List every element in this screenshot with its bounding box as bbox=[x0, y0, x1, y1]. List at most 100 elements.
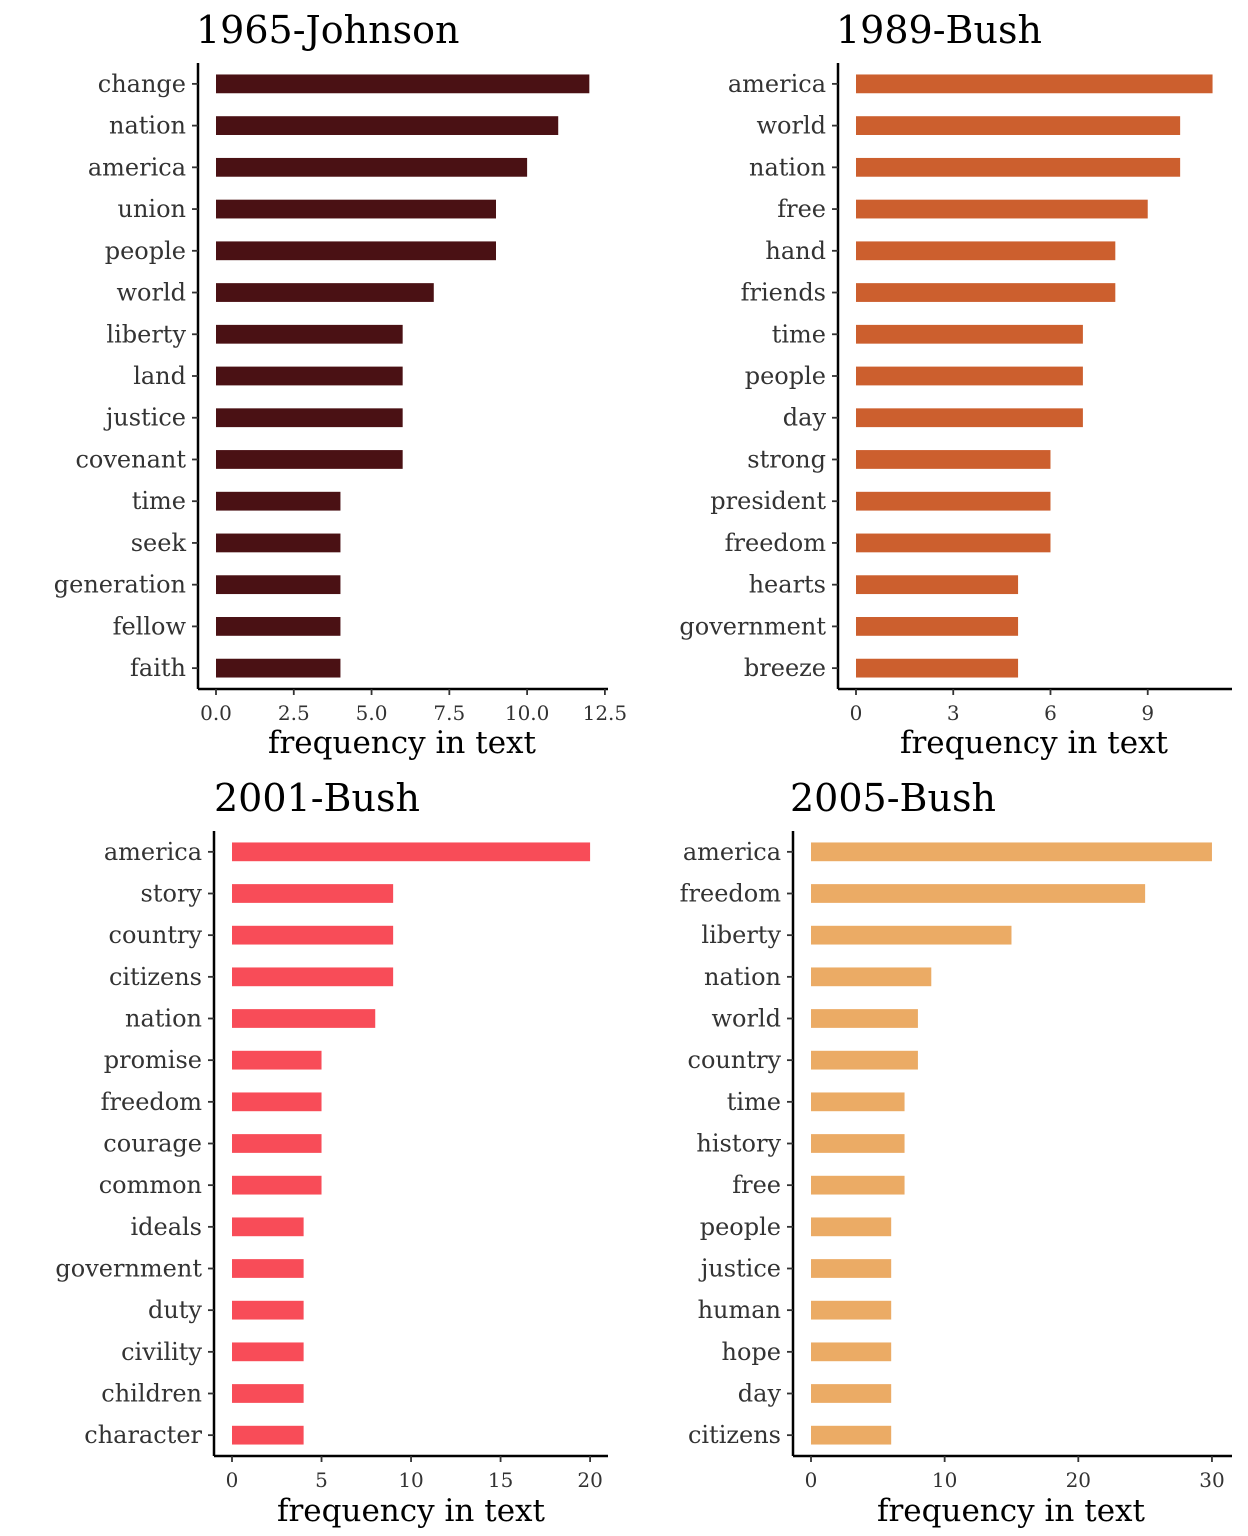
category-label: day bbox=[738, 1380, 782, 1408]
category-label: citizens bbox=[688, 1421, 781, 1449]
category-label: duty bbox=[148, 1296, 202, 1324]
category-label: strong bbox=[747, 445, 826, 473]
bar-change bbox=[216, 74, 590, 94]
x-tick-label: 12.5 bbox=[583, 701, 628, 725]
category-label: day bbox=[783, 404, 827, 432]
category-label: people bbox=[700, 1213, 781, 1241]
panel-title: 2001-Bush bbox=[214, 776, 420, 820]
bars bbox=[232, 842, 591, 1445]
category-label: world bbox=[116, 279, 186, 307]
category-label: change bbox=[98, 70, 186, 98]
category-label: citizens bbox=[109, 963, 202, 991]
x-axis-title: frequency in text bbox=[268, 725, 537, 761]
x-tick-label: 6 bbox=[1044, 701, 1057, 725]
bar-america bbox=[216, 157, 528, 177]
category-labels: america world nation free hand friends time peo… bbox=[679, 70, 838, 682]
bar-america bbox=[811, 842, 1212, 862]
bar-nation bbox=[856, 157, 1181, 177]
category-label: children bbox=[101, 1380, 202, 1408]
category-label: promise bbox=[104, 1046, 202, 1074]
category-label: nation bbox=[749, 153, 826, 181]
x-tick-label: 10 bbox=[398, 1468, 423, 1492]
bar-freedom bbox=[232, 1092, 322, 1112]
bar-story bbox=[232, 884, 394, 903]
category-label: friends bbox=[741, 279, 826, 307]
category-label: seek bbox=[131, 529, 187, 557]
category-label: world bbox=[756, 112, 826, 140]
bar-world bbox=[811, 1009, 918, 1028]
bar-day bbox=[811, 1384, 892, 1403]
x-tick-label: 20 bbox=[1066, 1468, 1091, 1492]
bar-generation bbox=[216, 575, 341, 595]
panel-2005-bush: 2005-Bush america freedom liberty nation wor… bbox=[680, 776, 1232, 1529]
category-label: country bbox=[109, 921, 203, 949]
category-label: free bbox=[777, 195, 826, 223]
panel-title: 2005-Bush bbox=[790, 776, 996, 820]
bars bbox=[811, 842, 1212, 1445]
bar-freedom bbox=[856, 533, 1051, 553]
x-tick-label: 20 bbox=[577, 1468, 602, 1492]
bar-country bbox=[232, 925, 394, 945]
category-label: hearts bbox=[749, 571, 826, 599]
bar-children bbox=[232, 1384, 304, 1403]
bar-citizens bbox=[232, 967, 394, 987]
category-label: ideals bbox=[130, 1213, 202, 1241]
x-ticks: 0 5 10 15 20 bbox=[226, 1456, 603, 1492]
category-label: story bbox=[141, 880, 203, 908]
bar-covenant bbox=[216, 450, 403, 469]
category-label: free bbox=[732, 1171, 781, 1199]
category-label: freedom bbox=[725, 529, 827, 557]
x-tick-label: 5.0 bbox=[356, 701, 388, 725]
category-label: america bbox=[728, 70, 826, 98]
category-label: nation bbox=[109, 112, 186, 140]
bar-character bbox=[232, 1425, 304, 1445]
bar-history bbox=[811, 1134, 905, 1153]
category-label: world bbox=[711, 1005, 781, 1033]
category-label: liberty bbox=[106, 320, 186, 348]
category-labels: america freedom liberty nation world country t… bbox=[680, 838, 793, 1449]
category-label: america bbox=[683, 838, 781, 866]
category-label: faith bbox=[130, 654, 186, 682]
bar-fellow bbox=[216, 617, 341, 636]
bar-duty bbox=[232, 1300, 304, 1320]
bar-seek bbox=[216, 533, 341, 553]
category-label: america bbox=[104, 838, 202, 866]
category-labels: america story country citizens nation promise… bbox=[55, 838, 214, 1449]
bar-president bbox=[856, 491, 1051, 511]
x-tick-label: 7.5 bbox=[433, 701, 465, 725]
bar-breeze bbox=[856, 658, 1019, 678]
bar-liberty bbox=[811, 925, 1012, 945]
bar-people bbox=[856, 366, 1083, 386]
bar-ideals bbox=[232, 1217, 304, 1237]
bar-freedom bbox=[811, 884, 1146, 903]
bar-citizens bbox=[811, 1425, 892, 1445]
category-label: fellow bbox=[113, 612, 187, 640]
x-tick-label: 9 bbox=[1141, 701, 1154, 725]
bar-union bbox=[216, 199, 496, 219]
category-label: covenant bbox=[75, 445, 186, 473]
bar-government bbox=[856, 617, 1019, 636]
bars bbox=[856, 74, 1213, 678]
bar-america bbox=[856, 74, 1213, 94]
category-label: people bbox=[105, 237, 186, 265]
category-label: justice bbox=[698, 1255, 781, 1283]
category-label: justice bbox=[103, 404, 186, 432]
panel-title: 1989-Bush bbox=[836, 8, 1042, 52]
bar-america bbox=[232, 842, 591, 862]
bar-day bbox=[856, 408, 1083, 428]
category-label: time bbox=[727, 1088, 781, 1116]
category-label: time bbox=[772, 320, 826, 348]
category-label: generation bbox=[54, 571, 186, 599]
x-ticks: 0 3 6 9 bbox=[850, 689, 1154, 725]
x-axis-title: frequency in text bbox=[277, 1493, 546, 1529]
category-label: hand bbox=[765, 237, 826, 265]
bar-liberty bbox=[216, 324, 403, 344]
category-label: common bbox=[99, 1171, 202, 1199]
bar-civility bbox=[232, 1342, 304, 1362]
x-tick-label: 15 bbox=[488, 1468, 513, 1492]
bar-nation bbox=[216, 116, 559, 135]
category-label: freedom bbox=[680, 880, 782, 908]
bar-nation bbox=[232, 1009, 376, 1028]
bar-human bbox=[811, 1300, 892, 1320]
